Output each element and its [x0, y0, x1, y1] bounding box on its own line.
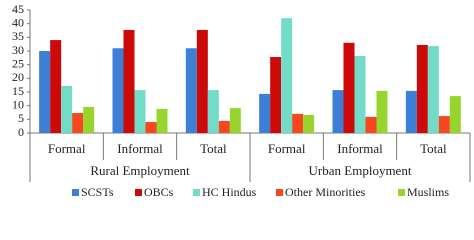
bar: [303, 114, 315, 133]
y-tick-label: 45: [12, 2, 24, 16]
y-tick-label: 0: [18, 125, 24, 139]
bar: [112, 48, 124, 134]
bar: [449, 96, 461, 133]
bar: [134, 90, 146, 133]
bar: [185, 48, 197, 134]
y-tick-label: 35: [12, 29, 24, 43]
bar: [259, 93, 271, 133]
legend-label: Muslims: [407, 185, 449, 199]
bar: [281, 18, 293, 134]
bar: [292, 113, 304, 133]
bar: [343, 42, 355, 133]
group-label: Rural Employment: [90, 163, 190, 178]
bar: [270, 57, 282, 133]
bar: [416, 44, 428, 134]
bar: [354, 55, 366, 133]
bar: [156, 108, 168, 133]
bar: [145, 122, 157, 133]
bar: [438, 116, 450, 133]
bar: [405, 90, 417, 133]
bar: [123, 29, 135, 134]
bar: [50, 40, 62, 133]
bar: [332, 90, 344, 133]
bar: [39, 51, 51, 133]
y-tick-label: 30: [12, 43, 24, 57]
bar: [427, 46, 439, 133]
y-tick-label: 25: [12, 56, 24, 70]
legend-swatch: [72, 189, 79, 196]
bar: [218, 120, 230, 133]
legend-label: SCSTs: [81, 185, 114, 199]
bar: [72, 113, 84, 133]
bar: [83, 107, 95, 133]
y-tick-label: 40: [12, 15, 24, 29]
group-label: Urban Employment: [309, 163, 412, 178]
x-tick-label: Formal: [268, 141, 306, 156]
legend-swatch: [135, 189, 142, 196]
bar: [207, 90, 219, 133]
x-tick-label: Total: [200, 141, 227, 156]
legend-label: HC Hindus: [202, 185, 257, 199]
bar: [376, 90, 388, 133]
bar: [365, 116, 377, 133]
y-tick-label: 15: [12, 84, 24, 98]
x-tick-label: Informal: [337, 141, 383, 156]
y-tick-label: 20: [12, 70, 24, 84]
legend-swatch: [193, 189, 200, 196]
legend-label: Other Minorities: [285, 185, 366, 199]
y-tick-label: 5: [18, 111, 24, 125]
legend-swatch: [398, 189, 405, 196]
bar: [229, 108, 241, 133]
legend-label: OBCs: [144, 185, 174, 199]
y-tick-label: 10: [12, 97, 24, 111]
legend-swatch: [276, 189, 283, 196]
bar: [61, 85, 73, 133]
bar: [196, 29, 208, 134]
x-tick-label: Total: [420, 141, 447, 156]
x-tick-label: Formal: [48, 141, 86, 156]
x-tick-label: Informal: [117, 141, 163, 156]
